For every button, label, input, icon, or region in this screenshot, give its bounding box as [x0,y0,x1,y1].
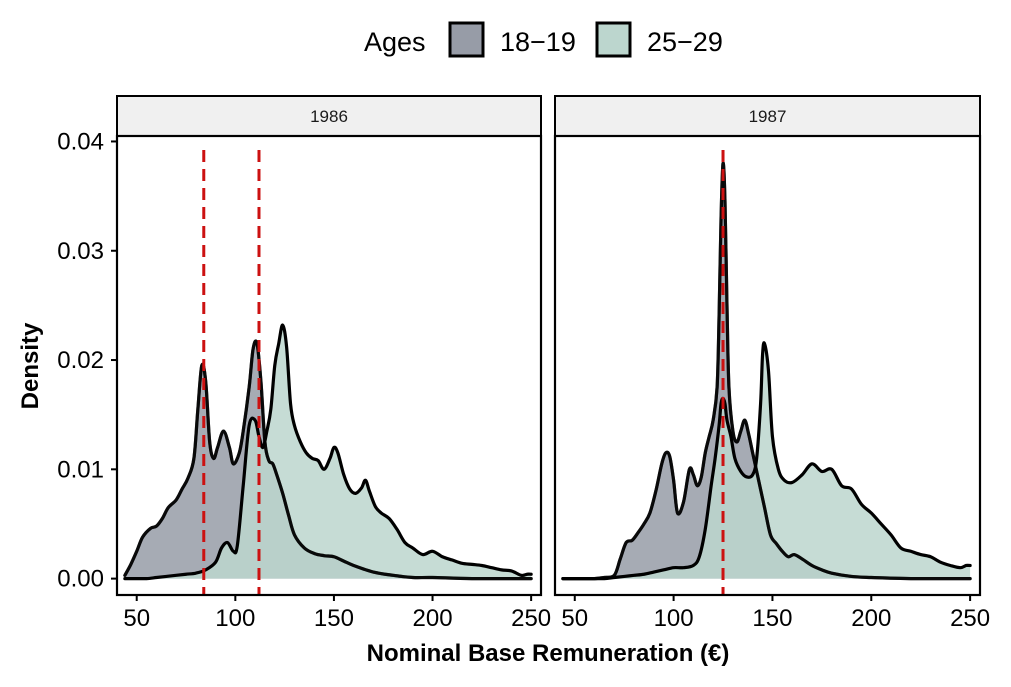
density-line-18-19-top [561,161,972,581]
legend-swatch-25-29 [595,21,632,58]
y-tick-label: 0.03 [57,238,104,265]
facet-strip [554,95,981,137]
x-axis-title: Nominal Base Remuneration (€) [367,640,730,667]
panel-1986: 1986 50 100 150 200 250 [115,95,551,632]
x-tick-label: 100 [215,605,255,632]
x-tick-label: 100 [654,605,694,632]
x-tick-label: 200 [413,605,453,632]
x-tick-label: 200 [851,605,891,632]
legend-title: Ages [364,27,426,57]
density-area-25-29 [124,325,532,579]
legend: Ages 18−19 25−29 [364,21,723,58]
legend-label-18-19: 18−19 [500,27,576,57]
panel-border [553,134,982,597]
legend-label-25-29: 25−29 [647,27,723,57]
y-tick-label: 0.01 [57,456,104,483]
density-line-18-19-top [123,339,533,581]
legend-swatch-18-19 [448,21,485,58]
facet-strip-label: 1987 [749,107,787,126]
facet-strip [116,95,542,137]
panel-border [115,134,543,597]
x-tick-label: 150 [752,605,792,632]
facet-strip-label: 1986 [310,107,348,126]
x-tick-label: 250 [950,605,990,632]
x-tick-label: 50 [561,605,588,632]
y-tick-label: 0.00 [57,566,104,593]
x-tick-label: 50 [123,605,150,632]
y-tick-label: 0.04 [57,128,104,155]
panel-1987: 1987 50 100 150 200 250 [553,95,990,632]
x-tick-label: 250 [511,605,551,632]
density-area-18-19 [562,163,971,579]
plot-content [123,150,533,595]
density-area-18-19 [124,341,532,579]
x-tick-label: 150 [314,605,354,632]
y-axis-title: Density [17,322,44,409]
density-area-25-29 [562,342,971,579]
density-line-25-29 [123,323,533,581]
y-tick-label: 0.02 [57,347,104,374]
plot-content [561,150,972,595]
